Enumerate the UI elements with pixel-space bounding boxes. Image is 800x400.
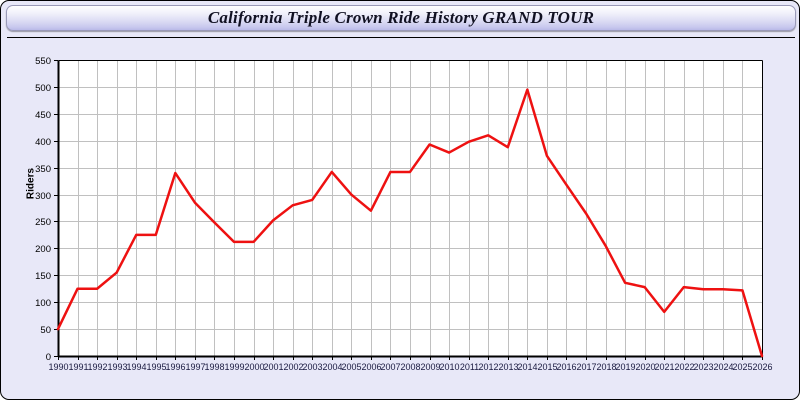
x-tick-label: 1990 xyxy=(48,362,68,372)
y-tick-label: 250 xyxy=(35,217,51,228)
x-tick-label: 2016 xyxy=(556,362,576,372)
x-tick-label: 2007 xyxy=(380,362,400,372)
x-tick-label: 1991 xyxy=(68,362,88,372)
x-tick-label: 2020 xyxy=(635,362,655,372)
x-tick-label: 2017 xyxy=(576,362,596,372)
x-tick-label: 2012 xyxy=(478,362,498,372)
x-tick-label: 2023 xyxy=(693,362,713,372)
y-tick-label: 150 xyxy=(35,271,51,282)
x-tick-label: 2014 xyxy=(517,362,537,372)
series-line-riders xyxy=(56,88,764,358)
x-tick-label: 1997 xyxy=(185,362,205,372)
y-tick-label: 50 xyxy=(40,325,51,336)
x-tick-label: 1994 xyxy=(126,362,146,372)
x-tick-label: 1996 xyxy=(165,362,185,372)
title-bar: California Triple Crown Ride History GRA… xyxy=(6,5,796,31)
y-tick-label: 350 xyxy=(35,164,51,175)
x-tick-label: 2006 xyxy=(361,362,381,372)
y-tick-label: 100 xyxy=(35,298,51,309)
page-title: California Triple Crown Ride History GRA… xyxy=(207,8,595,27)
x-tick-label: 2026 xyxy=(752,362,772,372)
y-tick-label: 450 xyxy=(35,110,51,121)
x-tick-label: 1993 xyxy=(107,362,127,372)
x-tick-label: 2011 xyxy=(460,362,479,372)
x-tick-label: 1999 xyxy=(224,362,244,372)
y-tick-label: 300 xyxy=(35,191,51,202)
x-tick-label: 2022 xyxy=(674,362,694,372)
x-tick-label: 2002 xyxy=(283,362,303,372)
y-tick-label: 200 xyxy=(35,244,51,255)
x-tick-label: 2010 xyxy=(439,362,459,372)
x-tick-label: 2024 xyxy=(713,362,733,372)
y-tick-labels: 0 50 100 150 200 250 300 350 400 450 500 550 xyxy=(35,56,51,363)
x-tick-label: 2000 xyxy=(244,362,264,372)
y-tick-label: 500 xyxy=(35,83,51,94)
x-tick-label: 1992 xyxy=(87,362,107,372)
y-tick-label: 0 xyxy=(46,352,51,363)
x-tick-label: 2021 xyxy=(654,362,674,372)
x-tick-label: 2025 xyxy=(732,362,752,372)
x-tick-label: 2008 xyxy=(400,362,420,372)
x-tick-label: 2001 xyxy=(263,362,283,372)
x-tick-label: 2005 xyxy=(341,362,361,372)
x-tick-label: 2018 xyxy=(596,362,616,372)
tick-marks xyxy=(54,60,763,360)
x-tick-label: 2009 xyxy=(420,362,440,372)
x-tick-label: 2003 xyxy=(302,362,322,372)
x-tick-label: 2004 xyxy=(322,362,342,372)
x-tick-label: 2013 xyxy=(498,362,518,372)
x-tick-label: 2019 xyxy=(615,362,635,372)
x-tick-label: 1995 xyxy=(146,362,166,372)
data-series xyxy=(56,88,764,358)
x-tick-label: 2015 xyxy=(537,362,557,372)
chart-area: Riders 0 50 100 150 200 250 300 350 400 450 500 550… xyxy=(7,37,795,394)
y-tick-label: 550 xyxy=(35,56,51,67)
x-tick-label: 1998 xyxy=(204,362,224,372)
y-tick-label: 400 xyxy=(35,137,51,148)
